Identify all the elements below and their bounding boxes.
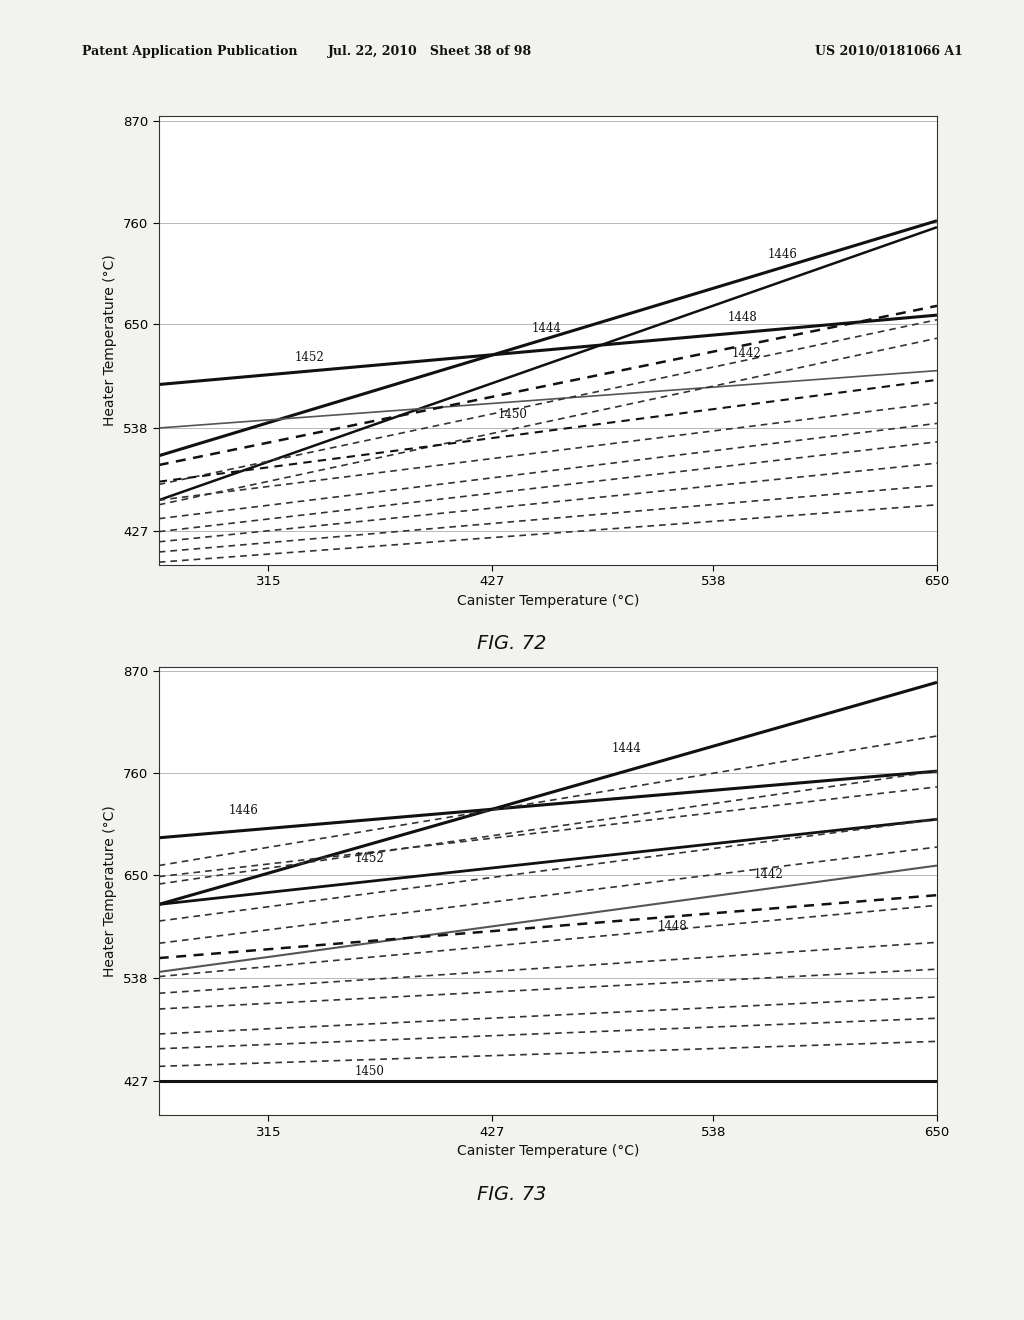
Text: Patent Application Publication: Patent Application Publication xyxy=(82,45,297,58)
Text: US 2010/0181066 A1: US 2010/0181066 A1 xyxy=(815,45,963,58)
X-axis label: Canister Temperature (°C): Canister Temperature (°C) xyxy=(457,594,639,609)
Text: 1450: 1450 xyxy=(498,408,527,421)
Text: 1444: 1444 xyxy=(531,322,562,335)
Y-axis label: Heater Temperature (°C): Heater Temperature (°C) xyxy=(103,255,118,426)
Text: 1450: 1450 xyxy=(354,1065,384,1078)
Text: Jul. 22, 2010   Sheet 38 of 98: Jul. 22, 2010 Sheet 38 of 98 xyxy=(328,45,532,58)
Text: 1442: 1442 xyxy=(731,347,761,359)
Text: 1446: 1446 xyxy=(228,804,258,817)
Text: 1452: 1452 xyxy=(295,351,325,364)
Text: 1444: 1444 xyxy=(611,742,642,755)
Text: 1448: 1448 xyxy=(727,312,757,325)
Text: 1442: 1442 xyxy=(754,869,783,882)
Text: 1448: 1448 xyxy=(657,920,687,933)
Text: FIG. 73: FIG. 73 xyxy=(477,1185,547,1204)
Y-axis label: Heater Temperature (°C): Heater Temperature (°C) xyxy=(103,805,118,977)
Text: 1446: 1446 xyxy=(767,248,798,260)
Text: FIG. 72: FIG. 72 xyxy=(477,634,547,652)
X-axis label: Canister Temperature (°C): Canister Temperature (°C) xyxy=(457,1144,639,1159)
Text: 1452: 1452 xyxy=(354,851,384,865)
